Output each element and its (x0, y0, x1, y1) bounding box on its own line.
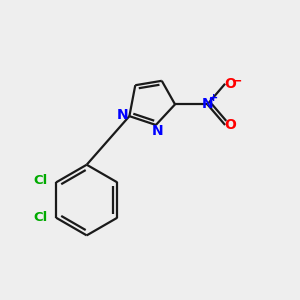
Text: O: O (224, 118, 236, 132)
Text: Cl: Cl (34, 211, 48, 224)
Text: Cl: Cl (34, 174, 48, 188)
Text: +: + (209, 93, 218, 103)
Text: O: O (224, 77, 236, 91)
Text: −: − (232, 74, 243, 87)
Text: N: N (202, 98, 213, 111)
Text: N: N (152, 124, 163, 138)
Text: N: N (117, 108, 129, 122)
